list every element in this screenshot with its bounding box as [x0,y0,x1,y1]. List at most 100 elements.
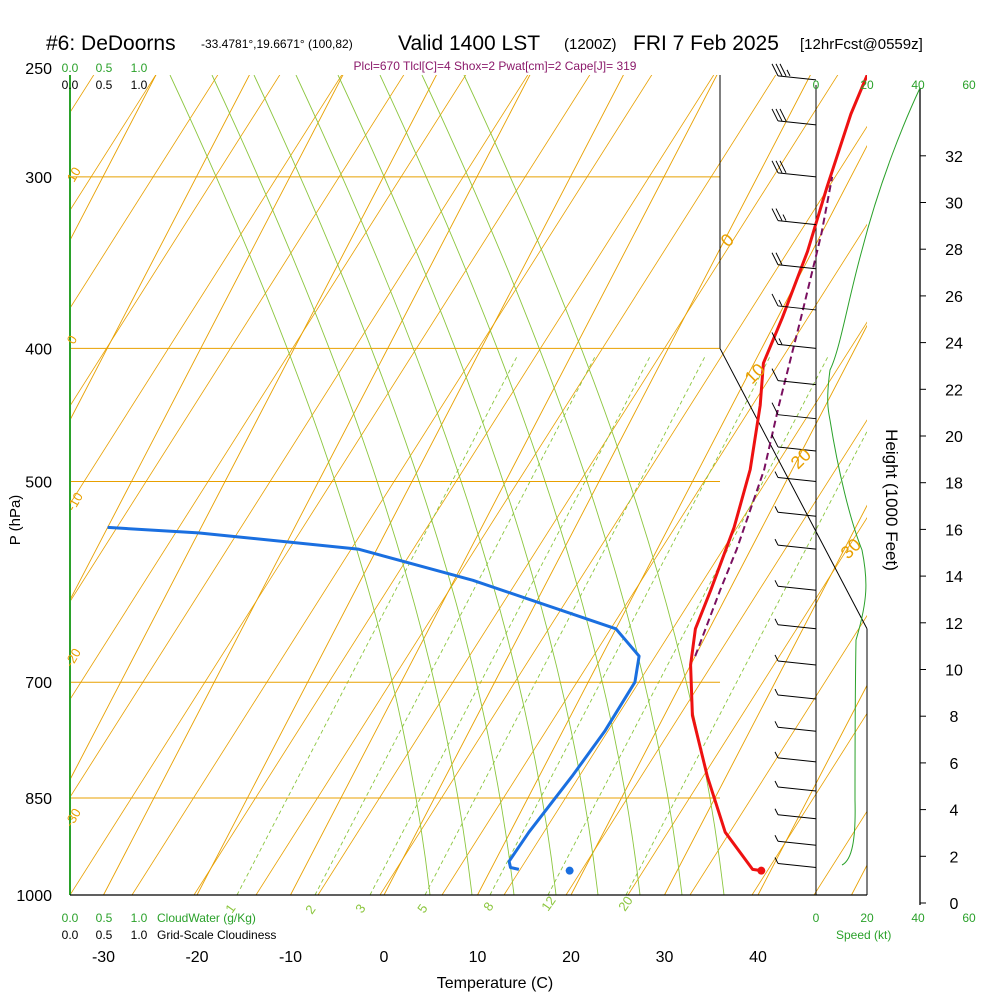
mixing-ratio-line [547,354,830,895]
dry-adiabat-line [0,0,215,895]
barb-flag [775,208,783,221]
surface-dewpoint-dot [565,866,574,875]
wind-barb [771,63,817,81]
barb-half-flag [774,654,779,662]
station-coords: -33.4781°,19.6671° (100,82) [201,37,353,51]
barb-staff [777,840,817,846]
barb-staff [777,305,817,311]
wind-barb [771,332,817,349]
barb-staff [777,380,817,386]
barb-staff [777,414,817,420]
dry-adiabat-line [70,75,343,505]
height-axis-title: Height (1000 Feet) [882,429,901,571]
barb-flag [771,63,779,77]
height-tick-label: 14 [945,569,963,586]
dewpoint-line [107,525,641,871]
isotherm-label: -30 [62,806,84,830]
parcel-line [694,176,834,657]
dry-adiabat-line [627,517,867,895]
station-title: #6: DeDoorns [46,32,176,55]
barb-flag [775,63,783,77]
wind-barb [771,293,817,311]
wind-barb [774,780,817,792]
barb-staff [777,544,817,550]
bottom-cloudwater-scale-label: 0.0 [62,911,79,925]
moist-adiabat-line [253,75,515,895]
bottom-cloudwater-scale-label: 1.0 [131,911,148,925]
dry-adiabat-line [813,810,867,895]
barb-flag [771,208,779,221]
height-tick-label: 30 [945,196,963,213]
wind-barb [774,808,817,820]
barb-flag [775,252,783,266]
sounding-indices: Plcl=670 Tlcl[C]=4 Shox=2 Pwat[cm]=2 Cap… [354,59,637,73]
barb-staff [777,585,817,591]
barb-half-flag [786,69,791,77]
barb-staff [777,624,817,630]
barb-staff [777,786,817,792]
sounding-series [107,75,867,875]
temperature-tick-label: 20 [562,949,580,966]
cloudwater-label: CloudWater (g/Kg) [157,911,256,925]
moist-adiabat-line [211,75,473,895]
mixing-ratio-label: 20 [615,893,636,913]
plot-slant-edge [719,348,868,630]
top-wind-scale-label: 60 [962,78,976,92]
barb-half-flag [782,214,787,221]
dry-adiabat-line [255,75,777,895]
temperature-line [689,75,867,873]
barb-staff [777,75,817,81]
pressure-tick-label: 850 [25,791,52,808]
height-tick-label: 26 [945,289,963,306]
wind-barb [771,368,817,386]
barb-flag [771,332,779,345]
isotherm-line [70,75,157,242]
wind-barb [774,721,817,732]
bottom-wind-scale-label: 20 [860,911,874,925]
dry-adiabat-line [689,614,867,895]
pressure-tick-label: 400 [25,341,52,358]
dry-adiabat-line [70,75,219,309]
wind-barb [774,618,817,630]
mixing-ratio-line [424,354,707,895]
height-tick-label: 28 [945,242,963,259]
bottom-wind-scale-label: 60 [962,911,976,925]
dry-adiabat-line [317,75,839,895]
dry-adiabat-line [70,75,281,407]
wind-barb [774,580,817,591]
barb-staff [777,343,817,349]
isotherm-label: 10 [64,164,84,184]
height-tick-label: 8 [950,709,959,726]
barb-staff [777,694,817,700]
wind-barb [774,538,817,550]
x-axis-title: Temperature (C) [437,975,553,992]
dry-adiabat-line [70,75,529,798]
wind-barb [774,506,817,517]
top-wind-scale-label: 20 [860,78,874,92]
barb-staff [777,757,817,763]
dry-adiabat-line [70,75,591,895]
barb-flag [779,108,787,122]
barb-staff [777,446,817,452]
mixing-ratio-label: 2 [302,902,318,917]
wind-barb [771,160,817,178]
bottom-cloudiness-scale-label: 0.5 [96,928,113,942]
isotherm-label: 0 [64,333,81,347]
wind-speed-label: Speed (kt) [836,928,891,942]
background-lines [0,0,867,895]
height-tick-label: 24 [945,336,963,353]
barb-flag [771,293,779,307]
surface-temperature-dot [757,866,766,875]
height-tick-label: 18 [945,476,963,493]
barb-half-flag [774,857,779,864]
isotherm-line [70,75,250,421]
temperature-tick-label: -20 [185,949,208,966]
valid-date: FRI 7 Feb 2025 [633,32,779,55]
bottom-cloudiness-scale-label: 1.0 [131,928,148,942]
barb-half-flag [774,688,779,696]
pressure-tick-label: 500 [25,475,52,492]
wind-barb [771,108,817,126]
barb-half-flag [774,835,779,842]
